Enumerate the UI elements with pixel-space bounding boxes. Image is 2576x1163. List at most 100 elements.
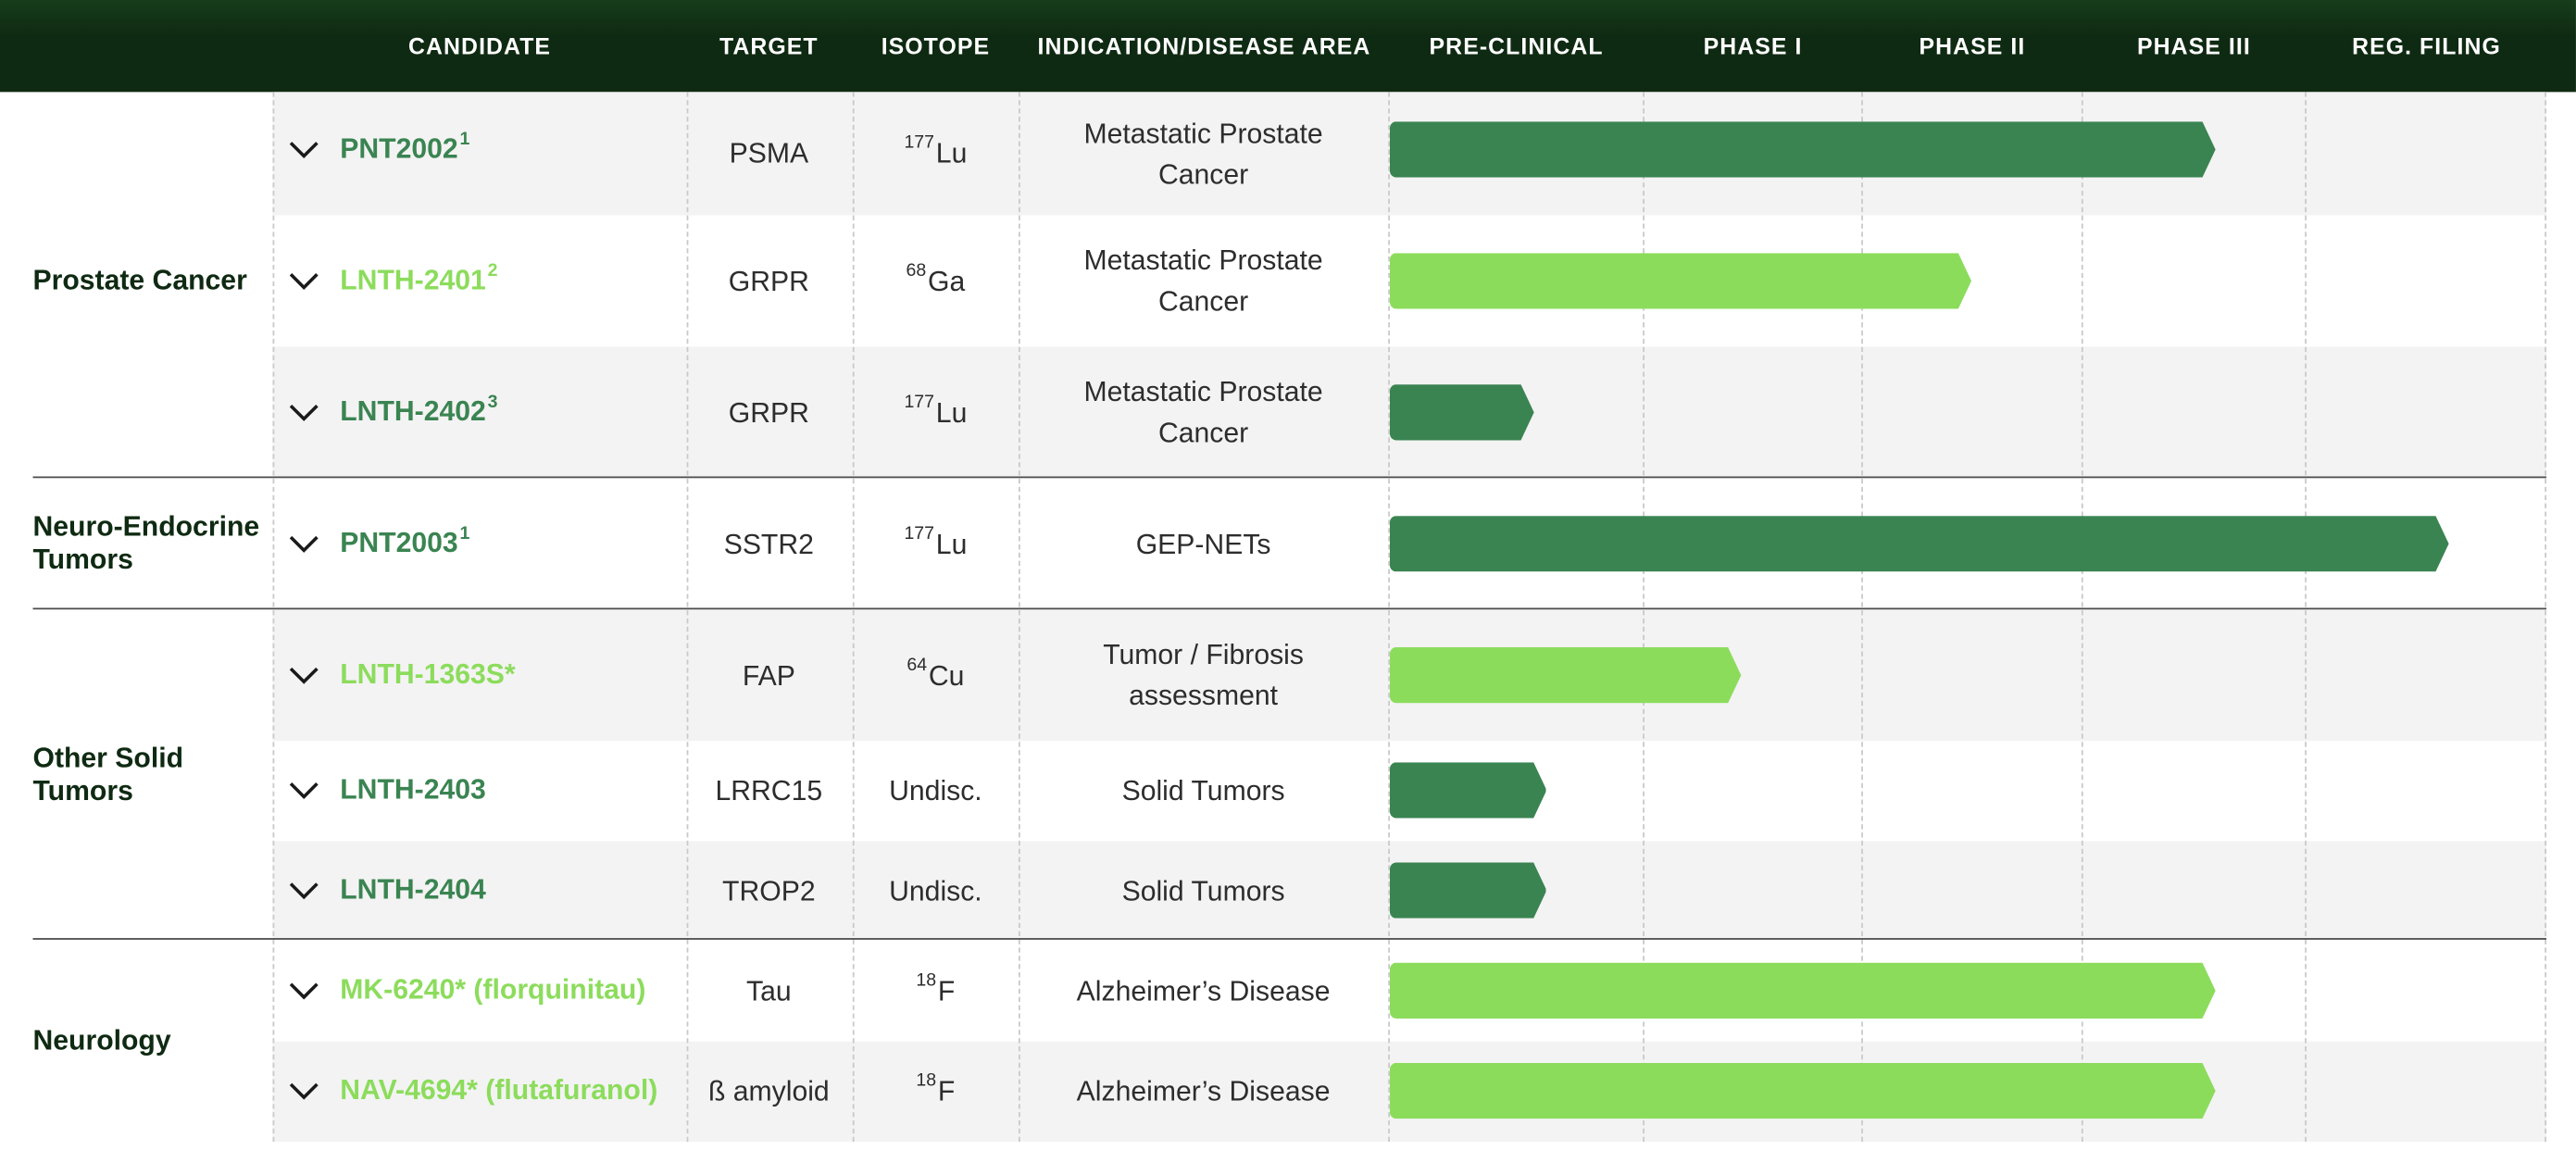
progress-bar — [1390, 647, 1741, 703]
candidate-name: PNT2003 — [340, 527, 458, 559]
header-reg-filing: REG. FILING — [2352, 32, 2501, 59]
column-divider — [1861, 92, 1863, 1143]
header-isotope: ISOTOPE — [881, 32, 991, 59]
isotope-cell: 177 Lu — [853, 478, 1019, 609]
isotope-mass: 68 — [906, 260, 927, 281]
isotope-cell: 177 Lu — [853, 92, 1019, 215]
isotope-cell: Undisc. — [853, 841, 1019, 939]
isotope-mass: 177 — [904, 132, 935, 154]
candidate-toggle[interactable]: LNTH-2401 2 — [287, 250, 497, 312]
header-phase-1: PHASE I — [1703, 32, 1803, 59]
isotope-element: Lu — [935, 528, 968, 560]
candidate-toggle[interactable]: NAV-4694* (flutafuranol) — [287, 1059, 657, 1121]
chevron-down-icon — [289, 404, 319, 421]
isotope-element: F — [937, 974, 956, 1007]
isotope-mass: 18 — [916, 1070, 937, 1092]
column-divider — [686, 92, 689, 1143]
isotope-cell: 177 Lu — [853, 346, 1019, 478]
chevron-down-icon — [289, 667, 319, 684]
isotope-element: Cu — [928, 659, 965, 692]
candidate-name: MK-6240* (florquinitau) — [340, 974, 646, 1006]
column-divider — [272, 92, 275, 1143]
chevron-down-icon — [289, 882, 319, 900]
candidate-footnote: 1 — [459, 130, 470, 150]
isotope-mass: 18 — [916, 969, 937, 990]
column-divider — [1019, 92, 1020, 1143]
candidate-name: LNTH-1363S* — [340, 658, 516, 691]
indication-cell: Alzheimer’s Disease — [1076, 974, 1331, 1007]
group-divider — [32, 476, 2547, 479]
indication-cell: Solid Tumors — [1121, 775, 1285, 807]
candidate-name: LNTH-2401 — [340, 264, 486, 296]
progress-bar — [1390, 762, 1546, 818]
candidate-toggle[interactable]: MK-6240* (florquinitau) — [287, 959, 645, 1021]
chevron-down-icon — [289, 535, 319, 553]
candidate-name: LNTH-2403 — [340, 773, 486, 806]
chevron-down-icon — [289, 273, 319, 290]
isotope-cell: 18 F — [853, 1042, 1019, 1142]
chevron-down-icon — [289, 982, 319, 1000]
column-divider — [852, 92, 855, 1143]
target-cell: FAP — [742, 659, 795, 692]
indication-cell: Solid Tumors — [1121, 874, 1285, 907]
isotope-cell: 68 Ga — [853, 215, 1019, 346]
progress-bar — [1390, 1063, 2216, 1119]
column-divider — [2081, 92, 2083, 1143]
isotope-element: Undisc. — [889, 874, 982, 907]
target-cell: SSTR2 — [723, 528, 814, 560]
indication-cell: Tumor / Fibrosis assessment — [1103, 639, 1304, 712]
candidate-toggle[interactable]: PNT2002 1 — [287, 119, 469, 181]
indication-cell: Metastatic Prostate Cancer — [1083, 376, 1323, 449]
candidate-name: LNTH-2402 — [340, 395, 486, 428]
candidate-footnote: 2 — [487, 261, 498, 281]
target-cell: LRRC15 — [715, 775, 823, 807]
indication-cell: GEP-NETs — [1135, 528, 1271, 560]
candidate-name: PNT2002 — [340, 132, 458, 165]
candidate-toggle[interactable]: LNTH-2403 — [287, 759, 486, 821]
progress-bar — [1390, 384, 1534, 440]
isotope-mass: 64 — [907, 655, 928, 675]
progress-bar — [1390, 963, 2216, 1019]
progress-bar — [1390, 253, 1971, 308]
isotope-mass: 177 — [904, 523, 935, 544]
header-preclinical: PRE-CLINICAL — [1429, 32, 1604, 59]
isotope-element: Lu — [935, 396, 968, 429]
header-target: TARGET — [719, 32, 819, 59]
chevron-down-icon — [289, 782, 319, 799]
progress-bar — [1390, 862, 1546, 918]
isotope-mass: 177 — [904, 392, 935, 412]
target-cell: GRPR — [728, 396, 809, 429]
candidate-toggle[interactable]: LNTH-2404 — [287, 859, 486, 921]
candidate-toggle[interactable]: LNTH-1363S* — [287, 644, 516, 706]
candidate-name: NAV-4694* (flutafuranol) — [340, 1074, 658, 1107]
candidate-footnote: 3 — [487, 393, 498, 413]
target-cell: Tau — [745, 974, 792, 1007]
header-phase-3: PHASE III — [2137, 32, 2251, 59]
column-divider — [2545, 92, 2547, 1143]
isotope-element: Ga — [928, 265, 966, 297]
isotope-element: Undisc. — [889, 775, 982, 807]
group-label-neurology: Neurology — [32, 1025, 171, 1057]
header-indication: INDICATION/DISEASE AREA — [1037, 32, 1371, 59]
group-label-neuro-endocrine: Neuro-Endocrine Tumors — [32, 510, 260, 575]
candidate-footnote: 1 — [459, 523, 470, 544]
candidate-toggle[interactable]: LNTH-2402 3 — [287, 381, 497, 444]
candidate-toggle[interactable]: PNT2003 1 — [287, 513, 469, 575]
group-label-other-solid-tumors: Other Solid Tumors — [32, 742, 184, 807]
group-divider — [32, 607, 2547, 610]
indication-cell: Alzheimer’s Disease — [1076, 1076, 1331, 1107]
column-divider — [1388, 92, 1390, 1143]
header-candidate: CANDIDATE — [408, 32, 552, 59]
isotope-cell: Undisc. — [853, 741, 1019, 841]
column-divider — [1643, 92, 1644, 1143]
isotope-element: F — [937, 1076, 956, 1107]
header-phase-2: PHASE II — [1919, 32, 2026, 59]
progress-bar — [1390, 121, 2216, 177]
isotope-element: Lu — [935, 138, 968, 169]
chevron-down-icon — [289, 1082, 319, 1100]
group-divider — [32, 938, 2547, 940]
indication-cell: Metastatic Prostate Cancer — [1083, 117, 1323, 190]
target-cell: GRPR — [728, 265, 809, 297]
target-cell: PSMA — [729, 138, 809, 169]
